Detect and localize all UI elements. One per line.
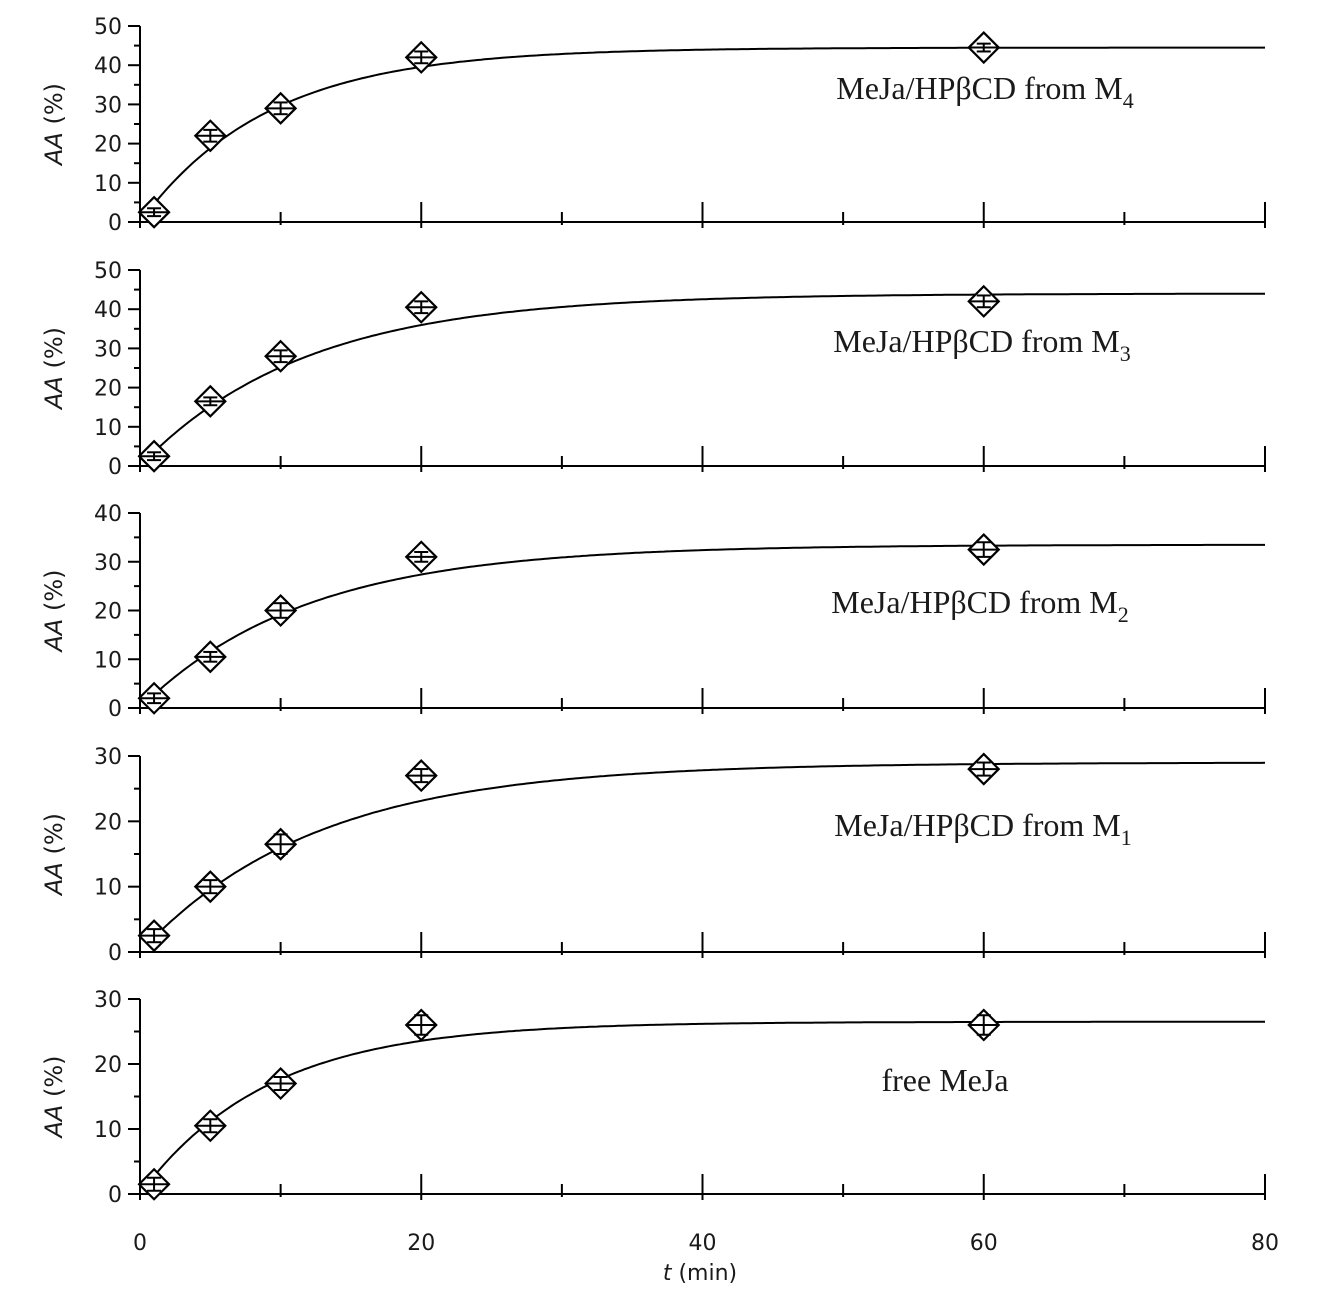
fit-curve xyxy=(153,1020,1265,1177)
y-tick-label: 20 xyxy=(94,810,122,835)
svg-text:t (min): t (min) xyxy=(663,1261,737,1286)
y-tick-label: 10 xyxy=(94,648,122,673)
data-point xyxy=(193,1109,227,1143)
y-tick-label: 10 xyxy=(94,416,122,441)
panel-2: 0 10 20 30 40 50 AA (%) MeJa/HPβCD from M3 xyxy=(40,259,1266,480)
fit-curve xyxy=(153,543,1265,696)
data-point xyxy=(264,827,298,861)
data-point xyxy=(967,1008,1001,1042)
y-tick-label: 0 xyxy=(108,941,122,966)
data-point xyxy=(193,870,227,904)
y-axis-title: AA (%) xyxy=(40,83,68,167)
data-point xyxy=(137,681,171,715)
y-tick-label: 20 xyxy=(94,377,122,402)
y-tick-label: 0 xyxy=(108,1183,122,1208)
x-tick-label: 60 xyxy=(970,1231,998,1256)
y-tick-label: 0 xyxy=(108,455,122,480)
x-tick-label: 20 xyxy=(407,1231,435,1256)
panel-annotation: MeJa/HPβCD from M3 xyxy=(833,323,1131,366)
data-point xyxy=(137,919,171,953)
data-point xyxy=(137,439,171,473)
panel-annotation: free MeJa xyxy=(881,1062,1008,1098)
y-tick-label: 50 xyxy=(94,259,122,284)
y-tick-label: 40 xyxy=(94,298,122,323)
panel-5: 0 10 20 30 0 20 40 60 80 AA (%) free MeJa xyxy=(40,988,1279,1256)
y-axis-title: AA (%) xyxy=(40,813,68,897)
data-point xyxy=(193,640,227,674)
data-point xyxy=(137,195,171,229)
panel-4: 0 10 20 30 AA (%) MeJa/HPβCD from M1 xyxy=(40,745,1266,966)
y-tick-label: 10 xyxy=(94,172,122,197)
y-tick-label: 0 xyxy=(108,211,122,236)
y-tick-label: 0 xyxy=(108,697,122,722)
data-point xyxy=(264,1066,298,1101)
data-point xyxy=(967,533,1001,567)
y-tick-label: 20 xyxy=(94,600,122,625)
data-point xyxy=(264,593,298,628)
y-tick-label: 10 xyxy=(94,1118,122,1143)
y-tick-label: 40 xyxy=(94,54,122,79)
panel-3: 0 10 20 30 40 AA (%) MeJa/HPβCD from M2 xyxy=(40,502,1266,722)
fit-curve xyxy=(153,761,1266,939)
y-tick-label: 10 xyxy=(94,876,122,901)
x-tick-label: 40 xyxy=(689,1231,717,1256)
x-tick-label: 80 xyxy=(1251,1231,1279,1256)
x-axis-title: t (min) xyxy=(663,1261,737,1286)
y-tick-label: 30 xyxy=(94,337,122,362)
data-point xyxy=(967,284,1001,318)
y-axis-title: AA (%) xyxy=(40,569,68,653)
panel-1: 0 10 20 30 40 50 AA (%) MeJa/HPβCD from M4 xyxy=(40,15,1266,236)
y-tick-label: 50 xyxy=(94,15,122,40)
data-point xyxy=(404,759,438,793)
data-point xyxy=(404,40,438,74)
fit-curve xyxy=(153,46,1265,205)
y-tick-label: 30 xyxy=(94,551,122,576)
y-tick-label: 20 xyxy=(94,1053,122,1078)
y-tick-label: 40 xyxy=(94,502,122,527)
y-axis-title: AA (%) xyxy=(40,327,68,411)
data-point xyxy=(264,91,298,125)
y-axis-title: AA (%) xyxy=(40,1055,68,1139)
data-point xyxy=(137,1167,171,1201)
data-point xyxy=(404,1008,438,1042)
x-tick-label: 0 xyxy=(133,1231,147,1256)
panel-annotation: MeJa/HPβCD from M2 xyxy=(831,584,1129,627)
fit-curve xyxy=(153,292,1265,453)
data-point xyxy=(967,31,1001,65)
data-point xyxy=(193,384,227,418)
y-tick-label: 30 xyxy=(94,988,122,1013)
data-point xyxy=(193,119,227,153)
y-tick-label: 30 xyxy=(94,93,122,118)
data-point xyxy=(967,752,1001,786)
data-point xyxy=(404,290,438,324)
data-point xyxy=(404,540,438,574)
data-point xyxy=(264,339,298,373)
panel-annotation: MeJa/HPβCD from M4 xyxy=(836,70,1134,113)
y-tick-label: 30 xyxy=(94,745,122,770)
panel-annotation: MeJa/HPβCD from M1 xyxy=(834,807,1132,850)
y-tick-label: 20 xyxy=(94,133,122,158)
